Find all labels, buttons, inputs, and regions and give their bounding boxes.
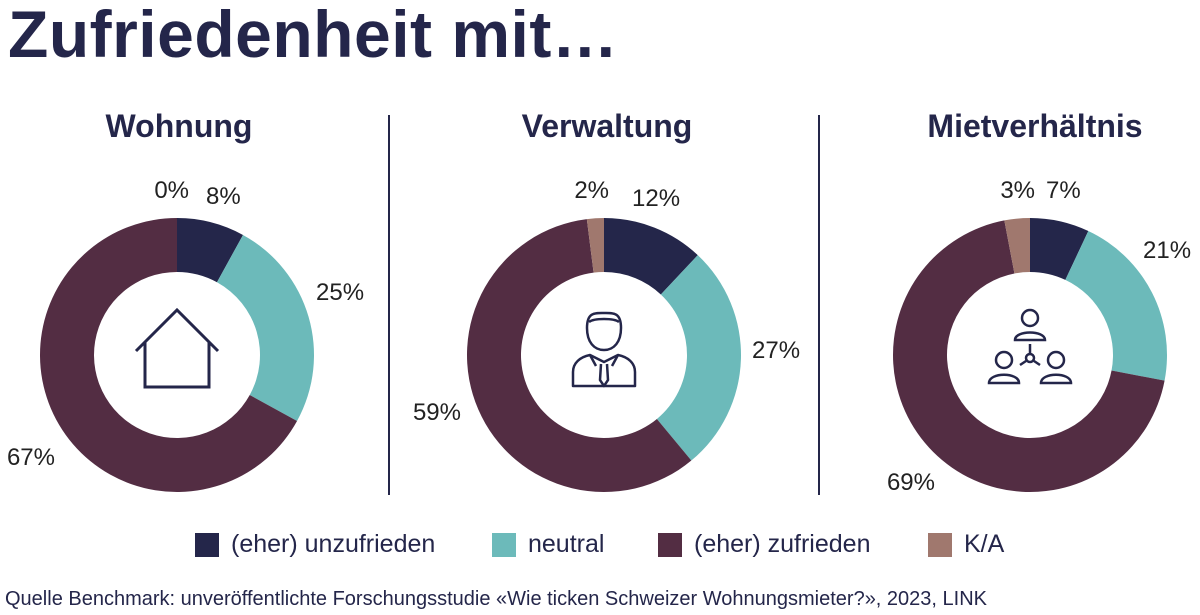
chart-title-verwaltung: Verwaltung xyxy=(521,108,693,144)
donut-slice-unzufrieden xyxy=(177,218,244,283)
divider-left xyxy=(388,115,390,495)
legend-label-neutral: neutral xyxy=(528,530,605,558)
data-label-unzufrieden: 7% xyxy=(1046,177,1081,204)
legend-swatch-neutral xyxy=(492,532,516,557)
data-label-neutral: 25% xyxy=(316,279,364,306)
donut-chart-mietverhaeltnis: 7% 21% 69% 3% xyxy=(887,177,1191,496)
donut-slice-zufrieden xyxy=(40,218,298,492)
person-icon xyxy=(571,311,637,388)
donut-slice-zufrieden xyxy=(892,220,1165,493)
donut-slice-unzufrieden xyxy=(1030,218,1089,280)
house-icon xyxy=(134,307,220,389)
data-label-ka: 3% xyxy=(1000,177,1035,204)
data-label-unzufrieden: 12% xyxy=(632,185,680,212)
donut-slice-neutral xyxy=(1065,231,1167,381)
legend: (eher) unzufrieden neutral (eher) zufrie… xyxy=(0,530,1200,562)
donut-slice-unzufrieden xyxy=(604,218,698,295)
data-label-zufrieden: 59% xyxy=(413,399,461,426)
data-label-zufrieden: 69% xyxy=(887,469,935,496)
data-label-ka: 2% xyxy=(574,177,609,204)
chart-title-wohnung: Wohnung xyxy=(105,108,253,144)
legend-item-unzufrieden: (eher) unzufrieden xyxy=(195,530,435,559)
donut-slice-neutral xyxy=(656,255,742,461)
page-title: Zufriedenheit mit… xyxy=(8,0,619,71)
data-label-ka: 0% xyxy=(154,177,189,204)
data-label-zufrieden: 67% xyxy=(7,444,55,471)
data-label-unzufrieden: 8% xyxy=(206,183,241,210)
donut-chart-verwaltung: 12% 27% 59% 2% xyxy=(413,177,800,492)
legend-swatch-ka xyxy=(928,532,952,557)
donut-slice-zufrieden xyxy=(466,219,692,492)
chart-title-mietverhaeltnis: Mietverhältnis xyxy=(927,108,1143,144)
people-network-icon xyxy=(987,308,1073,385)
legend-swatch-unzufrieden xyxy=(195,532,219,557)
legend-label-unzufrieden: (eher) unzufrieden xyxy=(231,530,436,558)
data-label-neutral: 21% xyxy=(1143,237,1191,264)
legend-label-ka: K/A xyxy=(964,530,1005,558)
legend-item-zufrieden: (eher) zufrieden xyxy=(658,530,870,559)
donut-slice-ka xyxy=(586,218,604,273)
donut-chart-wohnung: 8% 25% 67% 0% xyxy=(7,177,364,492)
legend-label-zufrieden: (eher) zufrieden xyxy=(694,530,871,558)
data-label-neutral: 27% xyxy=(752,337,800,364)
legend-swatch-zufrieden xyxy=(658,532,682,557)
donut-slice-neutral xyxy=(216,234,314,422)
donut-slice-ka xyxy=(1004,218,1030,274)
legend-item-ka: K/A xyxy=(928,530,1004,559)
divider-right xyxy=(818,115,820,495)
legend-item-neutral: neutral xyxy=(492,530,604,559)
source-note: Quelle Benchmark: unveröffentlichte Fors… xyxy=(5,588,987,610)
